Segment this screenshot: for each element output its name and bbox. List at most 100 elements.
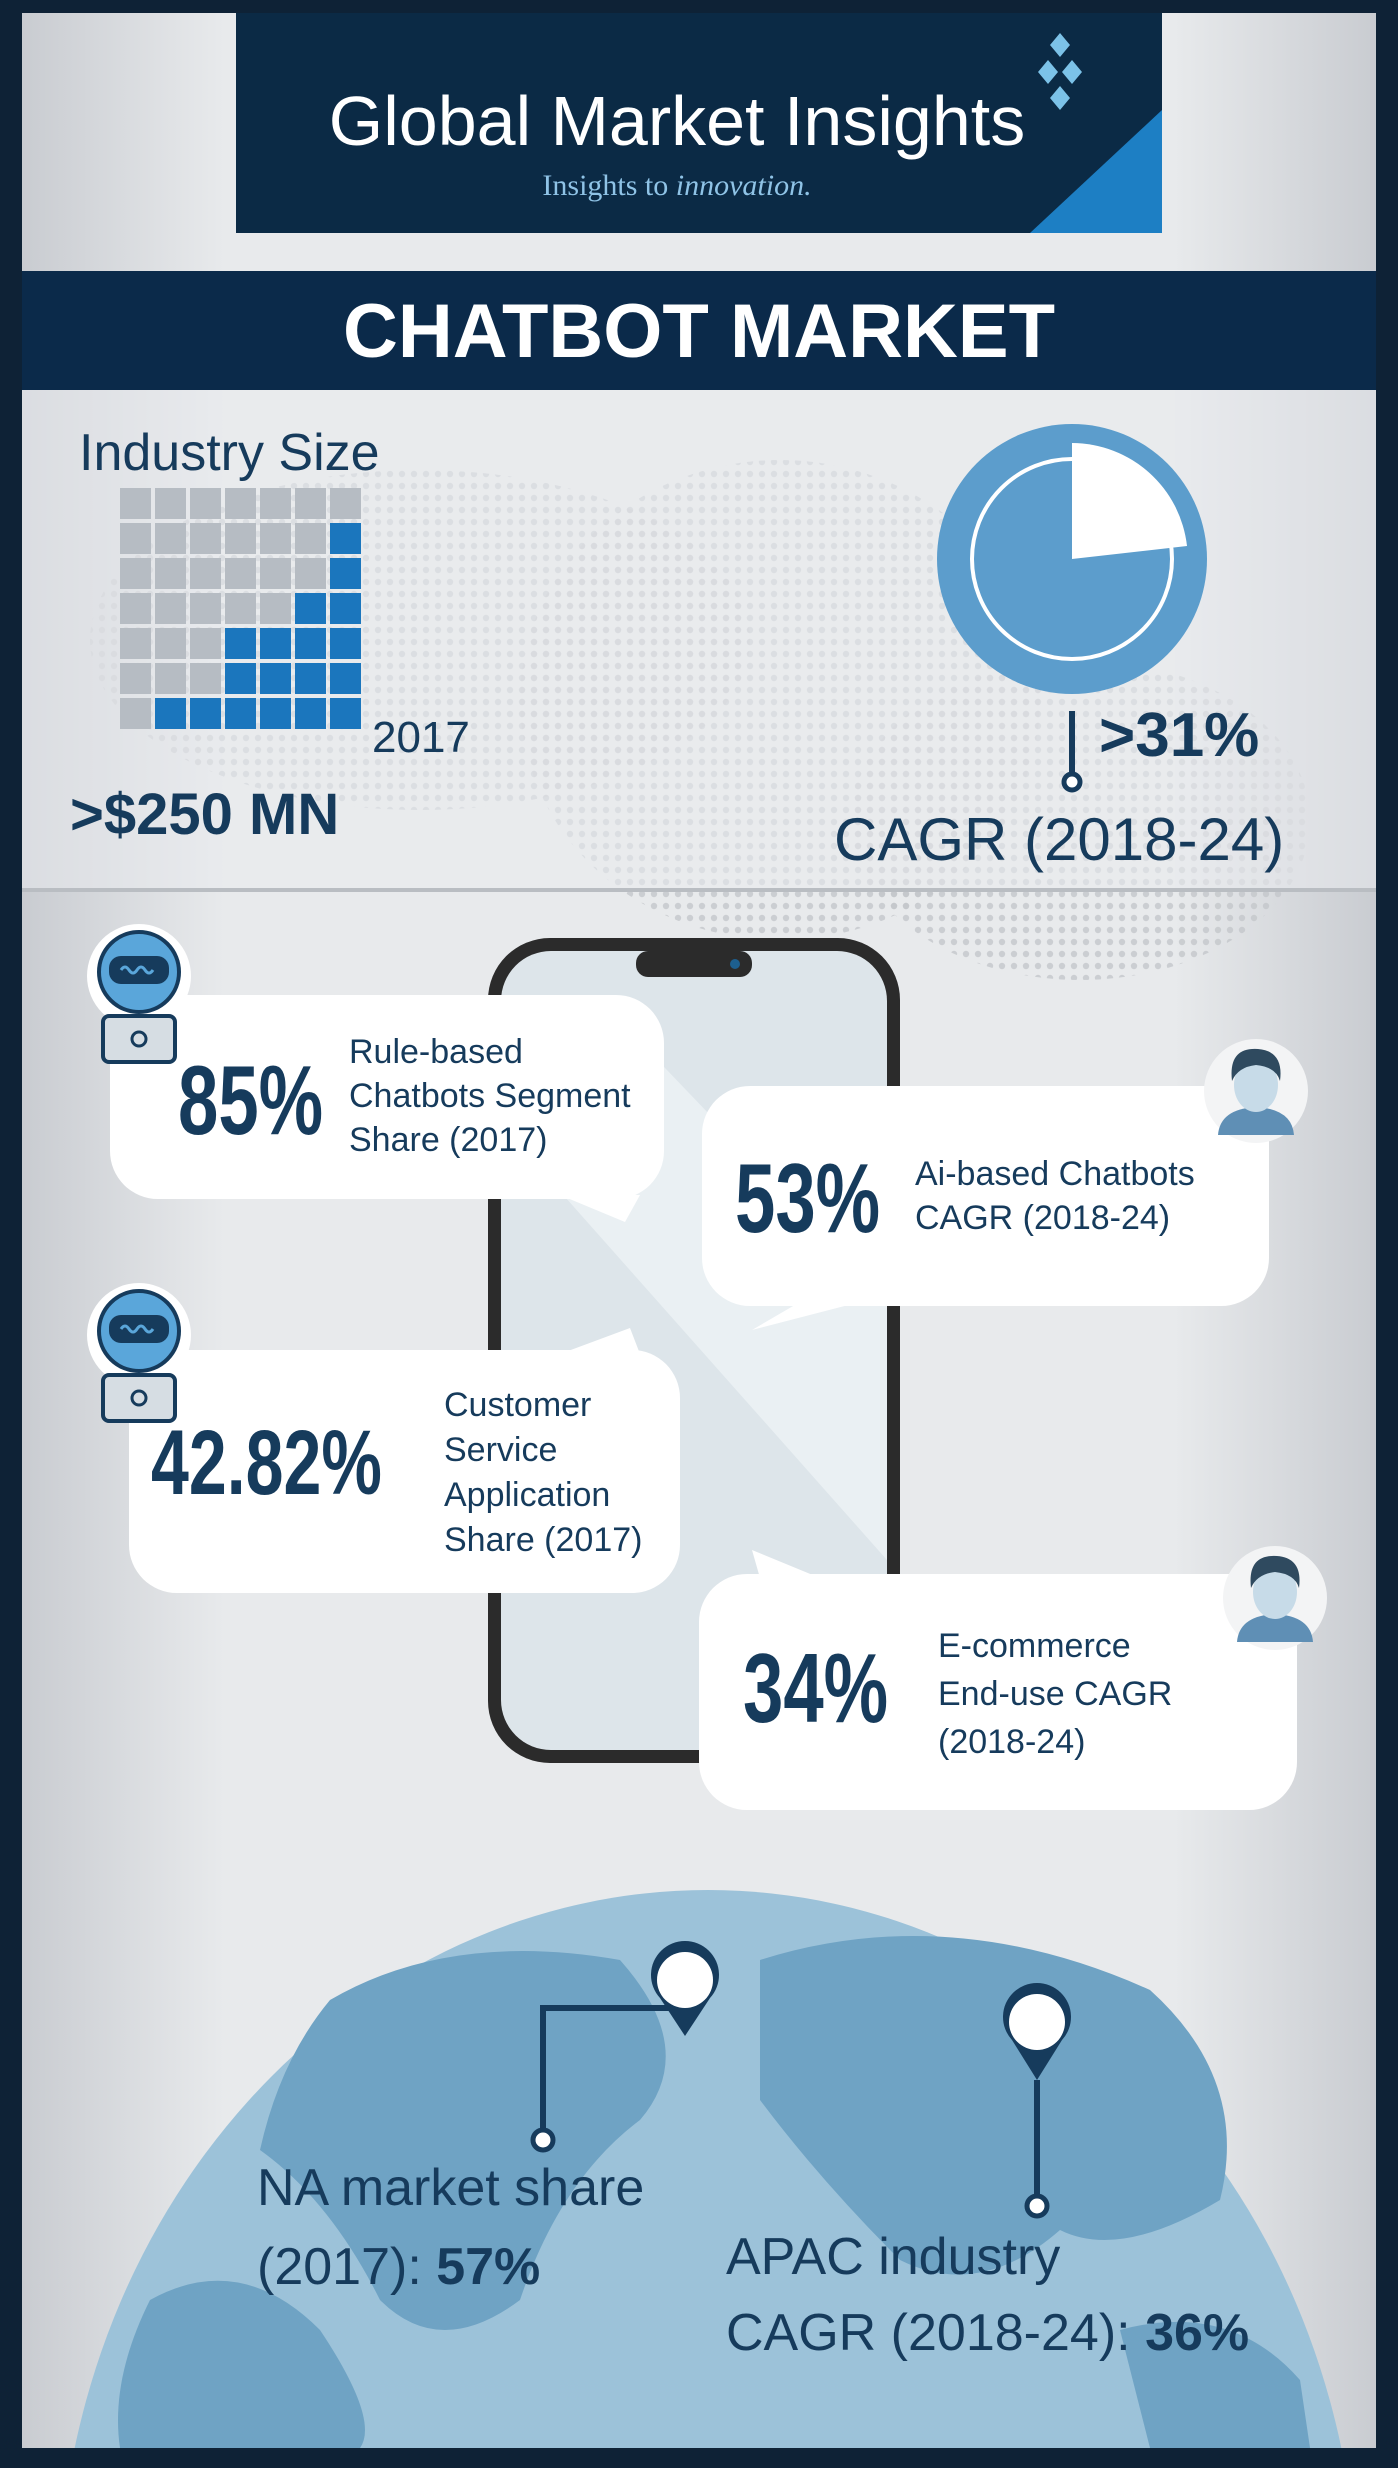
grid-cell bbox=[260, 558, 291, 589]
brand: Global Market Insights bbox=[329, 82, 1025, 160]
person-icon bbox=[1204, 1039, 1308, 1143]
grid-cell bbox=[225, 593, 256, 624]
stat-cards: 85% Rule-based Chatbots Segment Share (2017… bbox=[87, 924, 1327, 1810]
grid-cell bbox=[295, 628, 326, 659]
phone-camera bbox=[730, 959, 740, 969]
grid-cell bbox=[120, 663, 151, 694]
cagr-value: >31% bbox=[1099, 701, 1259, 770]
stat-label: CAGR (2018-24) bbox=[915, 1199, 1170, 1237]
globe-land bbox=[760, 1936, 1227, 2275]
apac-label: APAC industry bbox=[726, 2228, 1060, 2286]
apac-label-period: CAGR (2018-24): bbox=[726, 2304, 1131, 2362]
robot-visor bbox=[109, 1315, 169, 1343]
stat-label: Rule-based bbox=[349, 1033, 523, 1071]
na-connector bbox=[540, 2005, 685, 2130]
cagr-label: CAGR (2018-24) bbox=[834, 806, 1284, 873]
stat-value: 34% bbox=[743, 1634, 888, 1743]
grid-cell bbox=[260, 488, 291, 519]
apac-pin-head bbox=[1009, 1994, 1065, 2050]
stat-card bbox=[699, 1574, 1297, 1810]
grid-cell bbox=[155, 663, 186, 694]
tagline-emphasis: innovation. bbox=[676, 169, 812, 202]
grid-cell bbox=[225, 523, 256, 554]
stat-value: 85% bbox=[178, 1046, 323, 1155]
grid-cell bbox=[330, 488, 361, 519]
grid-cell bbox=[225, 663, 256, 694]
na-label: (2017): 57% bbox=[257, 2238, 540, 2296]
logo-diamonds bbox=[1038, 33, 1082, 110]
globe-land bbox=[260, 1951, 666, 2330]
robot-visor bbox=[109, 956, 169, 984]
na-label: NA market share bbox=[257, 2159, 644, 2217]
card-tail bbox=[752, 1302, 860, 1330]
grid-cell bbox=[295, 488, 326, 519]
person-icon bbox=[1223, 1546, 1327, 1650]
tagline-text: Insights to bbox=[542, 169, 668, 202]
grid-cell bbox=[190, 698, 221, 729]
stat-label: End-use CAGR bbox=[938, 1675, 1172, 1713]
stat-label: Share (2017) bbox=[444, 1521, 642, 1559]
grid-cell bbox=[260, 593, 291, 624]
grid-cell bbox=[295, 593, 326, 624]
industry-value: >$250 MN bbox=[70, 782, 339, 847]
stat-label: Application bbox=[444, 1476, 610, 1514]
grid-cell bbox=[120, 698, 151, 729]
grid-cell bbox=[330, 558, 361, 589]
na-value: 57% bbox=[436, 2238, 540, 2296]
grid-cell bbox=[260, 663, 291, 694]
robot-mouth bbox=[119, 1324, 155, 1334]
grid-cell bbox=[120, 628, 151, 659]
grid-cell bbox=[120, 558, 151, 589]
laptop-logo bbox=[130, 1389, 148, 1407]
stat-label: Chatbots Segment bbox=[349, 1077, 631, 1115]
grid-cell bbox=[155, 558, 186, 589]
stat-label: Service bbox=[444, 1431, 557, 1469]
apac-label: CAGR (2018-24): 36% bbox=[726, 2304, 1249, 2362]
grid-cell bbox=[190, 523, 221, 554]
grid-cell bbox=[295, 523, 326, 554]
grid-cell bbox=[190, 628, 221, 659]
person-face bbox=[1253, 1565, 1297, 1619]
person-body bbox=[1218, 1107, 1294, 1135]
grid-cell bbox=[190, 593, 221, 624]
grid-cell bbox=[295, 663, 326, 694]
globe-land bbox=[118, 2280, 365, 2448]
grid-cell bbox=[120, 523, 151, 554]
grid-cell bbox=[330, 593, 361, 624]
grid-cell bbox=[225, 488, 256, 519]
card-tail bbox=[560, 1328, 640, 1354]
grid-cell bbox=[190, 488, 221, 519]
cagr-slice bbox=[1072, 443, 1187, 559]
phone-notch bbox=[636, 951, 752, 977]
globe-land bbox=[1120, 2321, 1310, 2448]
person-face bbox=[1234, 1058, 1278, 1112]
apac-dot bbox=[1024, 2193, 1050, 2219]
grid-cell bbox=[155, 523, 186, 554]
apac-value: 36% bbox=[1145, 2304, 1249, 2362]
grid-cell bbox=[330, 698, 361, 729]
grid-cell bbox=[155, 593, 186, 624]
grid-cell bbox=[330, 523, 361, 554]
stat-label: E-commerce bbox=[938, 1627, 1131, 1665]
grid-cell bbox=[295, 558, 326, 589]
stat-label: Customer bbox=[444, 1386, 591, 1424]
person-hair bbox=[1250, 1555, 1300, 1588]
stat-value: 53% bbox=[735, 1144, 880, 1253]
grid-cell bbox=[260, 523, 291, 554]
person-body bbox=[1237, 1614, 1313, 1642]
na-label-year: (2017): bbox=[257, 2238, 422, 2296]
grid-cell bbox=[225, 558, 256, 589]
stat-card bbox=[129, 1350, 680, 1593]
grid-cell bbox=[155, 628, 186, 659]
tagline: Insights to innovation. bbox=[542, 169, 811, 202]
industry-size-label: Industry Size bbox=[79, 424, 380, 482]
grid-cell bbox=[120, 593, 151, 624]
cagr-dot bbox=[1061, 771, 1083, 793]
robot-laptop bbox=[101, 1373, 177, 1423]
robot-icon bbox=[87, 1283, 191, 1423]
grid-cell bbox=[260, 698, 291, 729]
size-grid bbox=[120, 488, 361, 729]
na-pin-head bbox=[657, 1952, 713, 2008]
